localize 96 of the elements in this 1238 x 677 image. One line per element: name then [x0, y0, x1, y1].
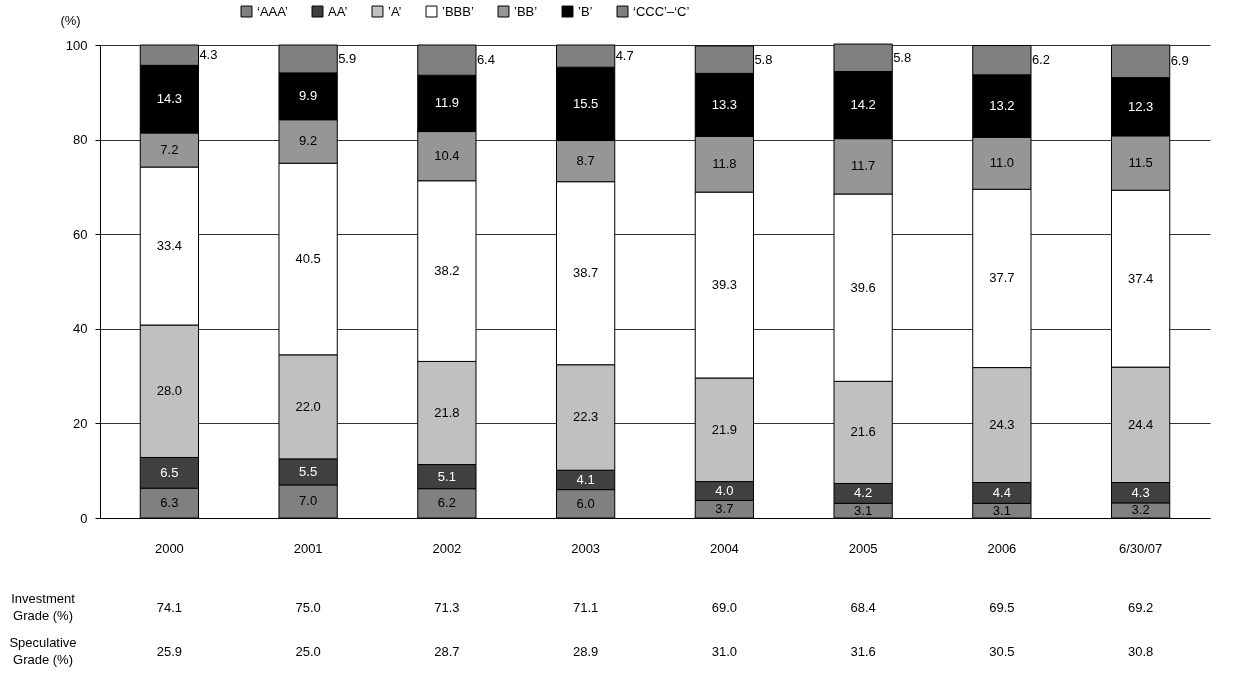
data-label: 33.4: [156, 238, 183, 254]
data-label: 39.6: [850, 279, 876, 295]
text: 31.0: [711, 644, 738, 659]
data-label: 5.8: [754, 51, 773, 67]
data-label: 5.8: [893, 49, 912, 65]
text: 25.0: [295, 644, 321, 659]
text: 30.8: [1127, 644, 1154, 659]
data-label: 4.7: [615, 48, 634, 64]
data-label: 6.0: [576, 495, 595, 511]
data-label: 6.2: [437, 495, 456, 511]
data-label: 22.3: [572, 409, 599, 425]
data-label: 40.5: [295, 251, 321, 267]
text: 71.3: [434, 600, 460, 615]
x-tick-label: 2001: [293, 540, 323, 556]
x-tick-label: 2005: [848, 540, 878, 556]
data-label: 7.2: [160, 142, 179, 158]
text: 30.5: [989, 644, 1015, 659]
data-label: 5.9: [338, 50, 357, 66]
data-label: 6.4: [476, 52, 495, 68]
data-label: 10.4: [434, 148, 460, 164]
legend-label: ’BB’: [514, 3, 538, 19]
data-label: 3.7: [715, 501, 734, 517]
data-label: 6.3: [160, 495, 179, 511]
data-label: 11.7: [850, 158, 876, 174]
data-label: 4.2: [854, 485, 873, 501]
data-label: 5.5: [299, 463, 318, 479]
text: 71.1: [572, 600, 599, 615]
data-label: 39.3: [711, 277, 738, 293]
data-label: 24.3: [989, 417, 1015, 433]
text: 25.9: [156, 644, 183, 659]
data-label: 5.1: [437, 468, 456, 484]
data-label: 4.4: [992, 484, 1011, 500]
data-label: 13.3: [711, 96, 738, 112]
data-label: 3.2: [1131, 502, 1150, 518]
y-tick-label: 60: [73, 226, 88, 242]
data-label: 13.2: [989, 98, 1015, 114]
text: Investment Grade (%): [11, 591, 76, 623]
x-tick-label: 2003: [571, 540, 601, 556]
data-label: 3.1: [992, 502, 1011, 518]
data-label: 12.3: [1127, 98, 1154, 114]
x-tick-label: 2006: [987, 540, 1017, 556]
data-label: 6.2: [1031, 52, 1050, 68]
data-label: 4.3: [199, 47, 218, 63]
data-label: 4.3: [1131, 484, 1150, 500]
x-tick-label: 2004: [709, 540, 739, 556]
data-label: 21.6: [850, 424, 876, 440]
text: 68.4: [850, 600, 876, 615]
y-axis-title: (%): [60, 12, 81, 28]
legend-label: ‘AAA’: [257, 3, 288, 19]
data-label: 28.0: [156, 383, 183, 399]
legend-label: ’B’: [578, 3, 593, 19]
text: 69.2: [1127, 600, 1154, 615]
data-label: 24.4: [1127, 416, 1154, 432]
text: 31.6: [850, 644, 876, 659]
data-label: 11.8: [712, 156, 737, 172]
data-label: 21.9: [711, 421, 738, 437]
data-label: 6.5: [160, 464, 179, 480]
data-label: 21.8: [434, 404, 460, 420]
y-tick-label: 100: [65, 37, 88, 53]
text: 69.5: [989, 600, 1015, 615]
legend-label: AA’: [328, 3, 348, 19]
data-label: 37.4: [1127, 270, 1154, 286]
data-label: 3.1: [854, 502, 873, 518]
y-tick-label: 80: [73, 132, 88, 148]
data-label: 4.0: [715, 483, 734, 499]
data-label: 37.7: [989, 270, 1015, 286]
data-label: 9.9: [299, 88, 318, 104]
data-label: 4.1: [576, 471, 595, 487]
data-label: 6.9: [1170, 53, 1189, 69]
y-tick-label: 0: [80, 510, 88, 526]
text: 74.1: [156, 600, 183, 615]
data-label: 7.0: [299, 493, 318, 509]
data-label: 38.7: [572, 265, 599, 281]
text: 28.9: [572, 644, 599, 659]
legend-label: ’A’: [388, 3, 402, 19]
data-label: 22.0: [295, 398, 321, 414]
data-label: 9.2: [299, 133, 318, 149]
data-label: 14.2: [850, 97, 876, 113]
data-label: 11.5: [1128, 155, 1153, 171]
text: 28.7: [434, 644, 460, 659]
y-tick-label: 40: [73, 321, 88, 337]
x-tick-label: 6/30/07: [1118, 540, 1163, 556]
text: Speculative Grade (%): [9, 635, 77, 667]
data-label: 11.0: [989, 155, 1015, 171]
text: 75.0: [295, 600, 321, 615]
data-label: 38.2: [434, 263, 460, 279]
y-tick-label: 20: [73, 415, 88, 431]
data-label: 14.3: [156, 91, 183, 107]
legend-label: ’BBB’: [442, 3, 474, 19]
data-label: 15.5: [572, 95, 599, 111]
x-tick-label: 2002: [432, 540, 462, 556]
text: 69.0: [711, 600, 738, 615]
legend-label: ‘CCC’–‘C’: [633, 3, 690, 19]
data-label: 8.7: [576, 153, 595, 169]
x-tick-label: 2000: [154, 540, 184, 556]
data-label: 11.9: [434, 95, 460, 111]
